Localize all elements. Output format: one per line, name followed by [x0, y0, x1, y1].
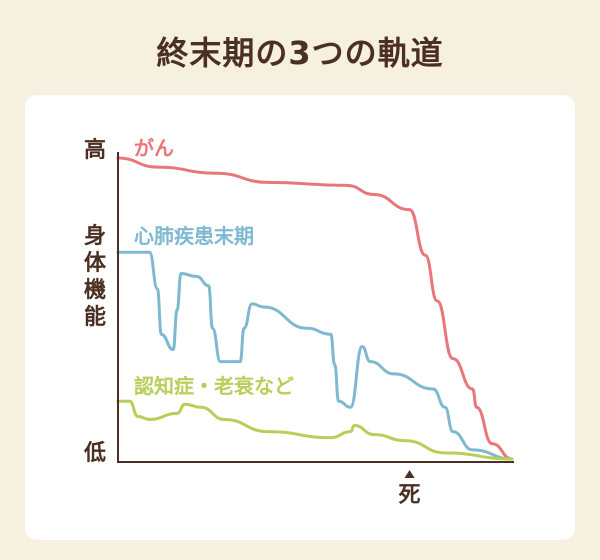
page-title: 終末期の3つの軌道 [156, 34, 444, 72]
death-marker-icon [404, 470, 415, 478]
series-gan-line [116, 156, 514, 461]
series-dementia-label: 認知症・老衰など [134, 374, 294, 398]
y-axis-bottom-label: 低 [83, 441, 106, 466]
death-label: 死 [399, 483, 421, 508]
series-cardiopulmonary-line [116, 250, 514, 461]
series-layer [116, 156, 514, 461]
chart-card [25, 95, 575, 540]
series-cardiopulmonary-label: 心肺疾患末期 [134, 224, 254, 248]
y-axis-title: 身体機能 [84, 223, 107, 330]
series-gan-label: がん [134, 136, 174, 160]
y-axis-top-label: 高 [84, 137, 106, 163]
series-dementia-line [116, 399, 514, 461]
